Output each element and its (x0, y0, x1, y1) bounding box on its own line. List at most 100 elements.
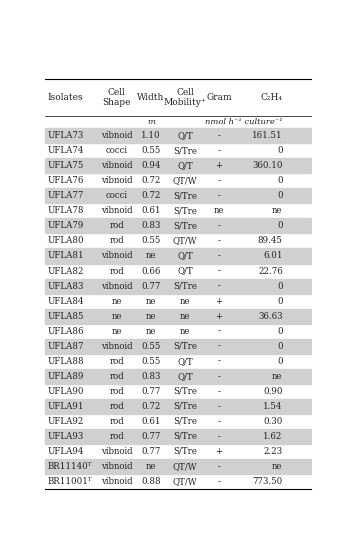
Text: 0.61: 0.61 (141, 207, 161, 216)
Text: 36.63: 36.63 (258, 311, 283, 321)
Text: Q/T: Q/T (177, 357, 193, 366)
Text: vibnoid: vibnoid (101, 342, 133, 351)
Text: S/Tre: S/Tre (173, 447, 197, 456)
Text: 0: 0 (277, 296, 283, 306)
Text: rod: rod (109, 357, 124, 366)
Bar (45, 399, 311, 414)
Bar (45, 429, 311, 444)
Text: -: - (218, 387, 220, 396)
Text: 1.54: 1.54 (263, 402, 283, 411)
Text: ne: ne (180, 311, 191, 321)
Text: 360.10: 360.10 (252, 161, 283, 171)
Text: Width: Width (137, 93, 164, 102)
Text: Q/T: Q/T (177, 131, 193, 140)
Text: 0.55: 0.55 (141, 146, 161, 155)
Text: 0: 0 (277, 192, 283, 201)
Text: vibnoid: vibnoid (101, 477, 133, 486)
Text: ne: ne (180, 296, 191, 306)
Text: UFLA81: UFLA81 (48, 252, 84, 260)
Text: ne: ne (111, 296, 122, 306)
Text: 0.77: 0.77 (141, 281, 161, 290)
Text: cocci: cocci (105, 146, 128, 155)
Text: +: + (215, 161, 222, 171)
Text: BR11140ᵀ: BR11140ᵀ (48, 462, 92, 471)
Text: vibnoid: vibnoid (101, 161, 133, 171)
Text: UFLA94: UFLA94 (48, 447, 84, 456)
Text: 0.77: 0.77 (141, 432, 161, 441)
Text: Q/T: Q/T (177, 161, 193, 171)
Text: 773.50: 773.50 (253, 477, 283, 486)
Text: 0.55: 0.55 (141, 357, 161, 366)
Text: 0.77: 0.77 (141, 387, 161, 396)
Bar (45, 459, 311, 474)
Text: ne: ne (146, 311, 156, 321)
Bar (45, 338, 311, 353)
Text: UFLA78: UFLA78 (48, 207, 84, 216)
Text: 22.76: 22.76 (258, 266, 283, 275)
Bar (45, 218, 311, 233)
Text: QT/W: QT/W (173, 237, 197, 245)
Text: -: - (218, 237, 220, 245)
Text: 0.66: 0.66 (141, 266, 161, 275)
Text: 0.55: 0.55 (141, 237, 161, 245)
Text: UFLA85: UFLA85 (48, 311, 84, 321)
Bar (45, 129, 311, 143)
Text: UFLA77: UFLA77 (48, 192, 84, 201)
Text: 0.90: 0.90 (263, 387, 283, 396)
Text: S/Tre: S/Tre (173, 402, 197, 411)
Text: S/Tre: S/Tre (173, 281, 197, 290)
Text: -: - (218, 402, 220, 411)
Text: -: - (218, 176, 220, 186)
Text: 0.55: 0.55 (141, 342, 161, 351)
Text: Cell
Mobility⁺: Cell Mobility⁺ (164, 88, 206, 107)
Text: Cell
Shape: Cell Shape (102, 88, 131, 107)
Bar (45, 188, 311, 203)
Text: S/Tre: S/Tre (173, 342, 197, 351)
Text: 6.01: 6.01 (263, 252, 283, 260)
Text: ne: ne (111, 327, 122, 336)
Text: S/Tre: S/Tre (173, 222, 197, 230)
Text: vibnoid: vibnoid (101, 281, 133, 290)
Text: cocci: cocci (105, 192, 128, 201)
Text: UFLA92: UFLA92 (48, 417, 84, 425)
Text: -: - (218, 462, 220, 471)
Text: rod: rod (109, 387, 124, 396)
Text: UFLA75: UFLA75 (48, 161, 84, 171)
Text: ne: ne (146, 252, 156, 260)
Text: Isolates: Isolates (48, 93, 83, 102)
Text: S/Tre: S/Tre (173, 207, 197, 216)
Text: Q/T: Q/T (177, 372, 193, 381)
Text: nmol h⁻¹ culture⁻¹: nmol h⁻¹ culture⁻¹ (205, 118, 283, 126)
Text: -: - (218, 372, 220, 381)
Text: -: - (218, 342, 220, 351)
Text: 89.45: 89.45 (258, 237, 283, 245)
Text: UFLA83: UFLA83 (48, 281, 84, 290)
Text: ne: ne (180, 327, 191, 336)
Text: 1.62: 1.62 (263, 432, 283, 441)
Text: -: - (218, 222, 220, 230)
Text: 0.61: 0.61 (141, 417, 161, 425)
Text: Q/T: Q/T (177, 252, 193, 260)
Text: vibnoid: vibnoid (101, 447, 133, 456)
Text: 0.72: 0.72 (141, 176, 161, 186)
Text: -: - (218, 327, 220, 336)
Text: 0.77: 0.77 (141, 447, 161, 456)
Text: 161.51: 161.51 (252, 131, 283, 140)
Text: QT/W: QT/W (173, 477, 197, 486)
Text: UFLA79: UFLA79 (48, 222, 84, 230)
Text: 1.10: 1.10 (141, 131, 161, 140)
Text: ne: ne (272, 372, 283, 381)
Text: rod: rod (109, 237, 124, 245)
Text: -: - (218, 146, 220, 155)
Text: UFLA89: UFLA89 (48, 372, 84, 381)
Text: UFLA90: UFLA90 (48, 387, 84, 396)
Text: -: - (218, 357, 220, 366)
Text: C₂H₄: C₂H₄ (261, 93, 283, 102)
Text: rod: rod (109, 266, 124, 275)
Text: -: - (218, 432, 220, 441)
Text: QT/W: QT/W (173, 462, 197, 471)
Text: ne: ne (111, 311, 122, 321)
Text: m: m (147, 118, 155, 126)
Text: UFLA86: UFLA86 (48, 327, 84, 336)
Text: Gram: Gram (206, 93, 232, 102)
